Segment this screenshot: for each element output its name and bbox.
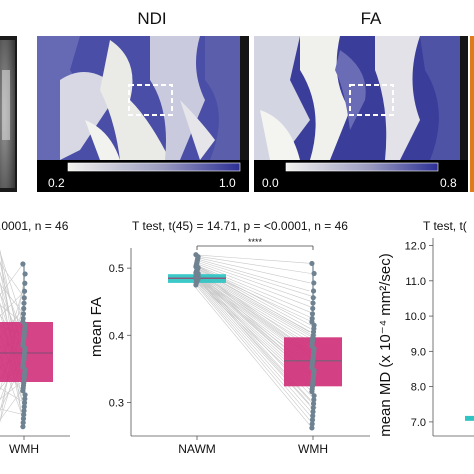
md-plot: mean MD (x 10⁻⁴ mm²/sec) 12.0 11.0 10.0 9.0…: [377, 238, 474, 437]
fa-ytick-label: 0.4: [109, 330, 124, 342]
left-wmh-point: [20, 424, 26, 430]
left-wmh-point: [20, 416, 27, 422]
fa-plot-ylabel: mean FA: [88, 297, 105, 357]
paired-line: [196, 261, 316, 304]
wmh-point: [309, 417, 316, 423]
wmh-point: [309, 425, 315, 431]
md-ytick-label: 10.0: [405, 311, 426, 323]
fa-ytick-label: 0.5: [109, 263, 124, 275]
fa-plot-title: T test, t(45) = 14.71, p = <0.0001, n = …: [132, 219, 348, 233]
paired-line: [193, 284, 313, 429]
fa-xtick-label: WMH: [298, 442, 328, 456]
left-wmh-point: [20, 311, 27, 317]
left-plot-title: .0001, n = 46: [0, 219, 69, 233]
md-plot-title: T test, t(: [423, 219, 467, 233]
paired-line: [195, 264, 315, 315]
md-ytick-label: 11.0: [405, 276, 426, 288]
fa-xtick-label: NAWM: [178, 442, 216, 456]
left-plot-xlabel: WMH: [9, 442, 39, 456]
paired-line: [195, 263, 315, 309]
left-wmh-point: [20, 315, 26, 322]
wmh-point: [309, 260, 315, 267]
left-paired-line: [0, 262, 25, 299]
paired-line: [199, 257, 311, 284]
wmh-point: [310, 401, 317, 407]
wmh-point: [311, 393, 317, 399]
md-ytick-label: 12.0: [405, 241, 426, 253]
left-wmh-point: [21, 300, 27, 306]
fa-colorbar-min: 0.0: [262, 176, 279, 190]
left-wmh-point: [22, 396, 28, 402]
wmh-point: [309, 315, 315, 322]
left-wmh-point: [22, 280, 28, 286]
left-paired-line: [0, 387, 25, 404]
fa-colorbar: [285, 162, 439, 172]
md-ytick-label: 8.0: [411, 382, 426, 394]
paired-line: [193, 272, 313, 347]
wmh-point: [311, 280, 317, 286]
wmh-point: [310, 409, 316, 415]
paired-line: [194, 282, 314, 425]
left-wmh-point: [21, 408, 27, 414]
wmh-point: [309, 311, 316, 317]
wmh-point: [310, 405, 316, 411]
paired-line: [193, 254, 313, 264]
paired-line: [200, 256, 312, 274]
ndi-colorbar-min: 0.2: [48, 176, 65, 190]
left-paired-line: [0, 291, 25, 317]
left-wmh-point: [21, 305, 27, 312]
fa-map: 0.0 0.8: [254, 36, 468, 192]
fa-plot: 0.5 0.4 0.3 mean FA **** NAWM WMH: [88, 237, 370, 456]
wmh-point: [309, 421, 315, 427]
nawm-point: [193, 252, 199, 258]
left-wmh-point: [21, 412, 27, 418]
wmh-point: [310, 413, 316, 419]
paired-line: [197, 260, 317, 298]
wmh-point: [310, 305, 316, 312]
paired-line: [195, 271, 315, 341]
md-ytick-label: 7.0: [411, 417, 426, 429]
fa-roi-box: [349, 84, 394, 116]
left-paired-line: [0, 283, 24, 314]
ndi-title: NDI: [137, 9, 166, 28]
left-paired-line: [0, 263, 24, 296]
paired-line: [198, 259, 310, 292]
t1-image-fragment: [0, 36, 17, 192]
significance-stars: ****: [248, 237, 263, 247]
fa-title: FA: [361, 9, 382, 28]
paired-line: [194, 265, 314, 319]
paired-line: [195, 281, 316, 417]
md-ytick-label: 9.0: [411, 346, 426, 358]
paired-line: [197, 280, 317, 409]
paired-line: [194, 271, 314, 344]
left-wmh-point: [22, 392, 28, 398]
md-plot-ylabel: mean MD (x 10⁻⁴ mm²/sec): [377, 253, 394, 437]
wmh-point: [311, 270, 317, 277]
fa-colorbar-max: 0.8: [440, 176, 457, 190]
left-paired-line: [0, 387, 24, 421]
left-paired-line: [0, 408, 24, 416]
fa-ytick-label: 0.3: [109, 397, 124, 409]
left-plot: WMH: [0, 249, 70, 456]
md-map-fragment: [470, 36, 474, 192]
ndi-map: 0.2 1.0: [37, 36, 249, 192]
ndi-roi-box: [128, 84, 173, 116]
wmh-point: [310, 295, 316, 301]
paired-line: [194, 282, 315, 421]
ndi-colorbar: [67, 162, 241, 172]
ndi-colorbar-max: 1.0: [219, 176, 236, 190]
left-wmh-point: [21, 288, 28, 294]
md-nawm-box: [465, 415, 474, 421]
paired-line: [196, 280, 316, 413]
wmh-point: [310, 300, 316, 306]
left-wmh-point: [21, 400, 28, 406]
left-wmh-point: [20, 261, 26, 267]
left-wmh-point: [21, 295, 27, 301]
wmh-point: [310, 288, 317, 294]
wmh-point: [311, 397, 317, 403]
left-wmh-point: [21, 404, 27, 410]
left-wmh-point: [22, 271, 28, 277]
left-wmh-point: [20, 420, 26, 426]
